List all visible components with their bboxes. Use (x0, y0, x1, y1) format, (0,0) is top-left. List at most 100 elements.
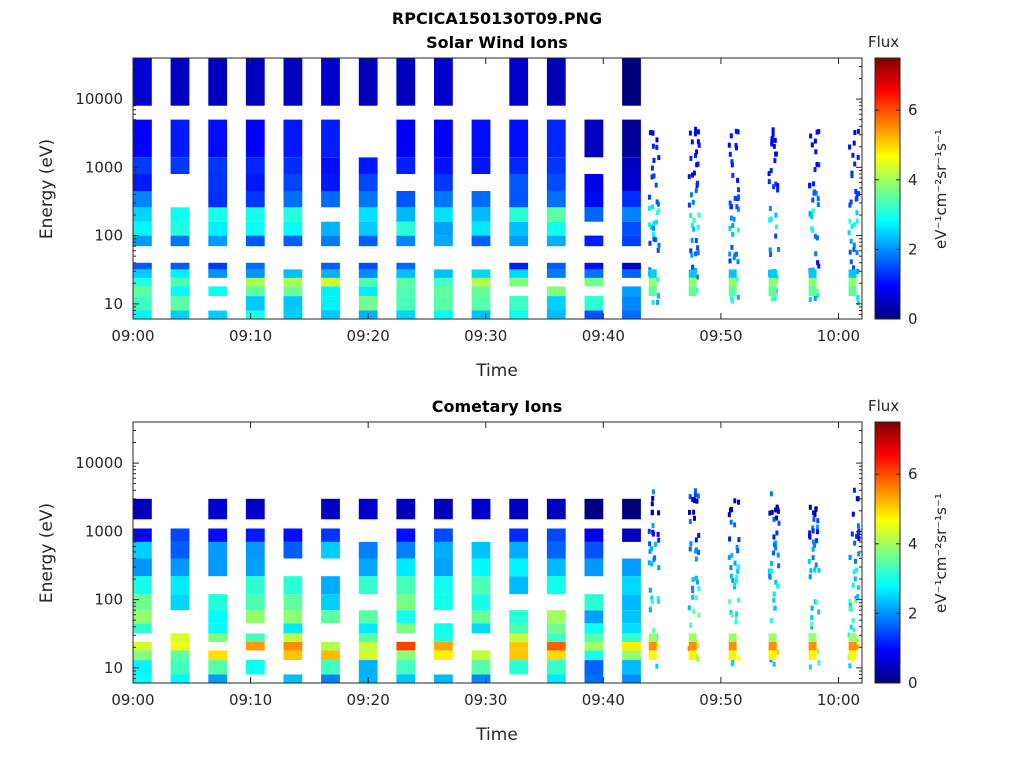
spectrogram-cell (471, 277, 491, 287)
spectrogram-cell (283, 528, 303, 542)
burst-cell (813, 296, 817, 301)
x-tick-label: 09:30 (464, 691, 507, 709)
burst-cell (854, 598, 858, 604)
spectrogram-cell (622, 528, 641, 542)
burst-cell (728, 258, 732, 264)
burst-cell (772, 184, 776, 190)
spectrogram-cell (622, 174, 641, 192)
burst-cell (777, 520, 781, 526)
x-tick-label: 09:50 (699, 691, 742, 709)
burst-cell (648, 240, 652, 246)
spectrogram-cell (245, 528, 265, 542)
spectrogram-cell (358, 262, 378, 270)
spectrogram-cell (434, 269, 453, 278)
burst-cell (728, 226, 732, 231)
burst-cell (857, 536, 861, 541)
burst-cell (777, 247, 780, 252)
burst-cell (727, 554, 731, 560)
colorbar-title: Flux (868, 397, 899, 415)
spectrogram-cell (170, 650, 190, 660)
figure-title: RPCICA150130T09.PNG (392, 9, 602, 28)
burst-cell (694, 126, 698, 132)
burst-cell (769, 568, 773, 574)
spectrogram-cell (509, 641, 529, 651)
spectrogram-cell (358, 269, 378, 278)
spectrogram-cell (622, 498, 641, 520)
x-tick-label: 09:10 (229, 691, 272, 709)
burst-cell (657, 293, 661, 299)
x-tick-label: 09:00 (111, 691, 154, 709)
spectrogram-cell (434, 119, 453, 158)
burst-cell (852, 140, 856, 146)
spectrogram-cell (434, 650, 453, 660)
spectrogram-cell (283, 594, 303, 611)
burst-cell (857, 191, 860, 197)
spectrogram-cell (133, 157, 152, 174)
burst-cell (856, 594, 860, 600)
spectrogram-cell (133, 674, 152, 683)
burst-cell (696, 579, 699, 585)
spectrogram-cell (358, 576, 378, 595)
burst-cell (647, 560, 651, 566)
burst-cell (735, 204, 739, 210)
burst-cell (768, 206, 772, 211)
burst-cell (809, 568, 813, 574)
burst-cell (648, 633, 657, 642)
burst-cell (848, 598, 852, 604)
burst-cell (690, 139, 694, 145)
burst-cell (852, 487, 856, 493)
burst-cell (808, 286, 817, 296)
burst-cell (688, 633, 697, 642)
spectrogram-cell (584, 610, 604, 624)
burst-cell (770, 296, 774, 302)
colorbar-tick-label: 4 (908, 535, 918, 553)
burst-cell (737, 187, 740, 193)
burst-cell (848, 663, 852, 669)
burst-cell (768, 286, 777, 296)
burst-cell (775, 274, 779, 280)
spectrogram-cell (471, 119, 491, 158)
burst-cell (815, 288, 819, 294)
spectrogram-cell (170, 277, 190, 287)
burst-cell (692, 218, 696, 223)
spectrogram-cell (396, 157, 416, 174)
spectrogram-cell (396, 286, 416, 296)
spectrogram-cell (396, 296, 416, 311)
colorbar-tick-label: 2 (908, 604, 918, 622)
burst-cell (814, 562, 818, 568)
burst-cell (689, 213, 692, 218)
y-axis-label: Energy (eV) (37, 503, 57, 603)
burst-cell (813, 167, 817, 173)
spectrogram-cell (622, 660, 641, 675)
burst-cell (815, 524, 819, 530)
burst-cell (696, 493, 700, 499)
burst-cell (656, 596, 660, 602)
burst-cell (651, 299, 655, 305)
spectrogram-cell (584, 528, 604, 542)
spectrogram-cell (283, 623, 303, 634)
burst-cell (776, 649, 780, 655)
spectrogram-cell (546, 58, 566, 106)
burst-cell (688, 494, 692, 500)
burst-cell (691, 172, 694, 178)
y-tick-label: 10000 (75, 90, 123, 108)
spectrogram-cell (471, 650, 491, 660)
spectrogram-cell (471, 235, 491, 247)
spectrogram-cells (133, 487, 861, 683)
burst-cell (697, 549, 700, 555)
burst-cell (848, 286, 857, 296)
burst-cell (733, 560, 737, 566)
burst-cell (694, 488, 697, 494)
burst-cell (816, 529, 819, 535)
burst-cell (655, 219, 659, 225)
spectrogram-cell (584, 650, 604, 660)
burst-cell (767, 179, 771, 185)
burst-cell (688, 130, 692, 136)
burst-cell (807, 558, 811, 564)
burst-cell (693, 492, 697, 498)
spectrogram-cell (396, 119, 416, 158)
burst-cell (815, 600, 819, 605)
spectrogram-cell (622, 58, 641, 106)
spectrogram-cell (208, 174, 228, 192)
spectrogram-cell (471, 498, 491, 520)
